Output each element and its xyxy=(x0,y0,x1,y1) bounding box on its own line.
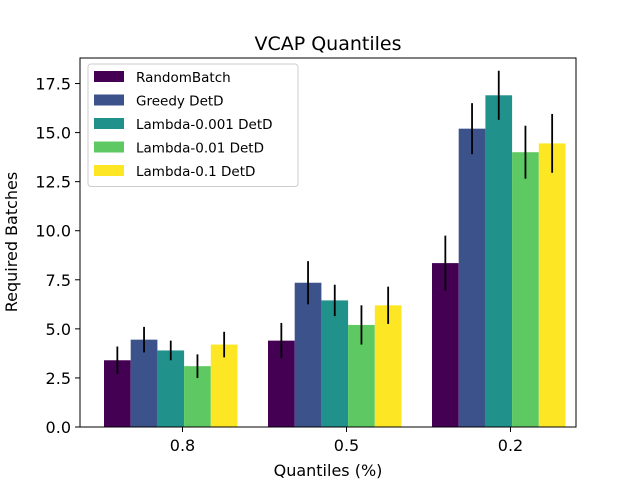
legend-label-4: Lambda-0.01 DetD xyxy=(136,141,264,157)
legend-label-5: Lambda-0.1 DetD xyxy=(136,164,255,180)
y-tick-label-5: 10.0 xyxy=(35,222,71,241)
y-axis: 0.0 2.5 5.0 7.5 10.0 12.5 15.0 17.5 xyxy=(35,75,80,437)
legend-label-3: Lambda-0.001 DetD xyxy=(136,117,273,133)
bar-3-2 xyxy=(321,300,349,427)
y-tick-label-7: 15.0 xyxy=(35,124,71,143)
bar-2-2 xyxy=(294,282,322,427)
y-tick-label-1: 0.0 xyxy=(46,418,71,437)
x-axis: 0.8 0.5 0.2 xyxy=(170,427,523,455)
bar-5-3 xyxy=(538,143,566,427)
bar-5-1 xyxy=(210,344,238,427)
legend-swatch-4 xyxy=(94,141,124,153)
x-tick-label-1: 0.8 xyxy=(170,436,195,455)
plot-frame xyxy=(79,57,577,428)
y-tick-label-8: 17.5 xyxy=(35,75,71,94)
legend-swatch-1 xyxy=(94,71,124,82)
legend-swatch-5 xyxy=(94,165,124,176)
legend-swatch-2 xyxy=(94,94,124,106)
bar-4-3 xyxy=(512,152,539,427)
bar-3-1 xyxy=(157,350,185,427)
legend: RandomBatch Greedy DetD Lambda-0.001 DetD L… xyxy=(87,63,299,187)
legend-label-1: RandomBatch xyxy=(136,70,231,86)
error-bars-layer xyxy=(116,70,554,378)
bar-2-1 xyxy=(130,339,158,427)
x-tick-label-2: 0.5 xyxy=(334,436,359,455)
x-tick-label-3: 0.2 xyxy=(498,436,523,455)
chart-title: VCAP Quantiles xyxy=(254,33,401,55)
legend-box xyxy=(87,63,299,187)
y-tick-label-4: 7.5 xyxy=(46,271,71,290)
bar-5-2 xyxy=(374,305,402,427)
y-tick-label-3: 5.0 xyxy=(46,320,71,339)
x-axis-label: Quantiles (%) xyxy=(274,461,383,480)
y-tick-label-6: 12.5 xyxy=(35,173,71,192)
bar-3-3 xyxy=(485,95,513,427)
y-tick-label-2: 2.5 xyxy=(46,369,71,388)
bars-layer xyxy=(104,95,566,427)
bar-2-3 xyxy=(458,128,486,427)
legend-swatch-3 xyxy=(94,118,124,129)
legend-label-2: Greedy DetD xyxy=(136,94,224,110)
y-axis-label: Required Batches xyxy=(2,172,21,312)
